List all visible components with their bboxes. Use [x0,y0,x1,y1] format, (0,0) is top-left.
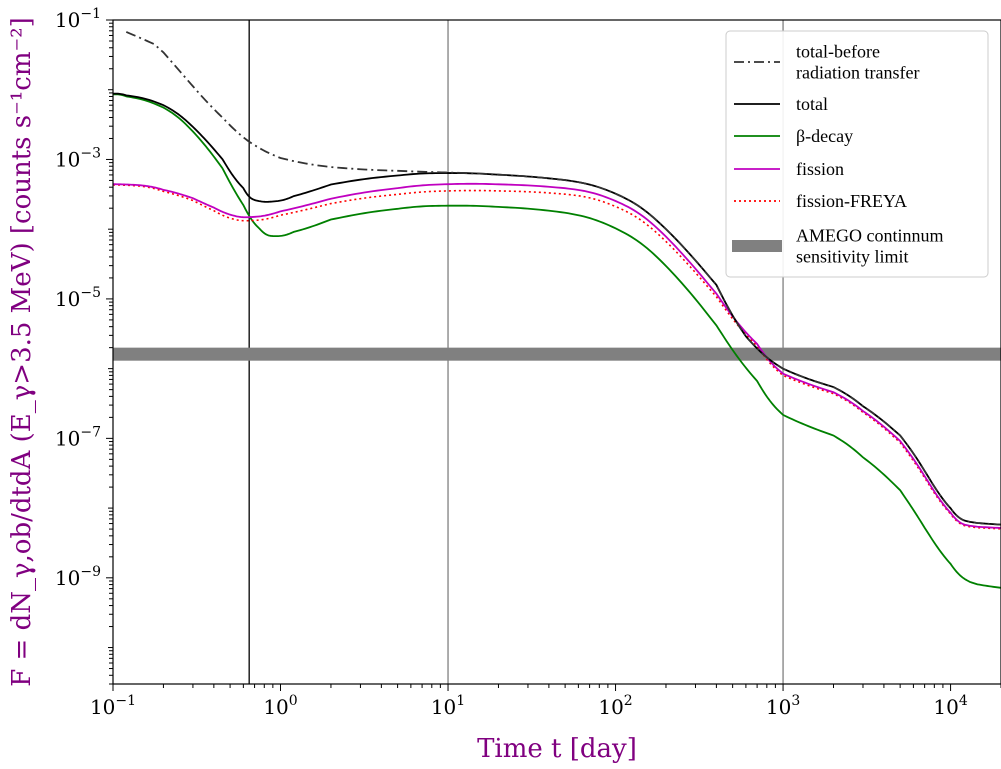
series-line--decay [113,93,1001,589]
sensitivity-band [113,347,1001,361]
legend-box [725,30,989,278]
series-line-fission-freya [113,184,1001,530]
legend-swatch-band [732,240,782,252]
legend-label: AMEGO continnum [796,226,944,246]
y-tick-label: 10−1 [55,6,101,32]
x-tick-label: 102 [598,693,632,719]
legend-label: fission [796,159,844,179]
x-tick-label: 103 [766,693,800,719]
y-tick-label: 10−7 [55,424,101,450]
x-tick-label: 100 [263,693,297,719]
legend-label: total [796,94,828,114]
legend-label: fission-FREYA [796,191,907,211]
x-tick-label: 101 [431,693,465,719]
series-layer [113,31,1001,589]
x-axis-label: Time t [day] [477,734,637,764]
x-tick-label: 10−1 [90,693,136,719]
series-line-fission [113,182,1001,529]
sensitivity-band-layer [113,347,1001,361]
legend-label: radiation transfer [796,63,919,83]
y-tick-label: 10−3 [55,145,101,171]
axis-ticks: 10−1 100 101 102 103 104 10−1 10−3 10−5 10−7 10−9 [55,6,1001,719]
y-tick-label: 10−9 [55,564,101,590]
plot-frame [112,19,1001,685]
y-tick-label: 10−5 [55,285,101,311]
x-tick-label: 104 [933,693,967,719]
legend-label: β-decay [796,126,853,146]
y-axis-label: F = dN_γ,ob/dtdA (E_γ>3.5 MeV) [counts s… [7,17,37,687]
series-line-total-before-radiation-transfer [125,31,1001,526]
legend-label: sensitivity limit [796,247,909,267]
legend-label: total-before [796,42,880,62]
